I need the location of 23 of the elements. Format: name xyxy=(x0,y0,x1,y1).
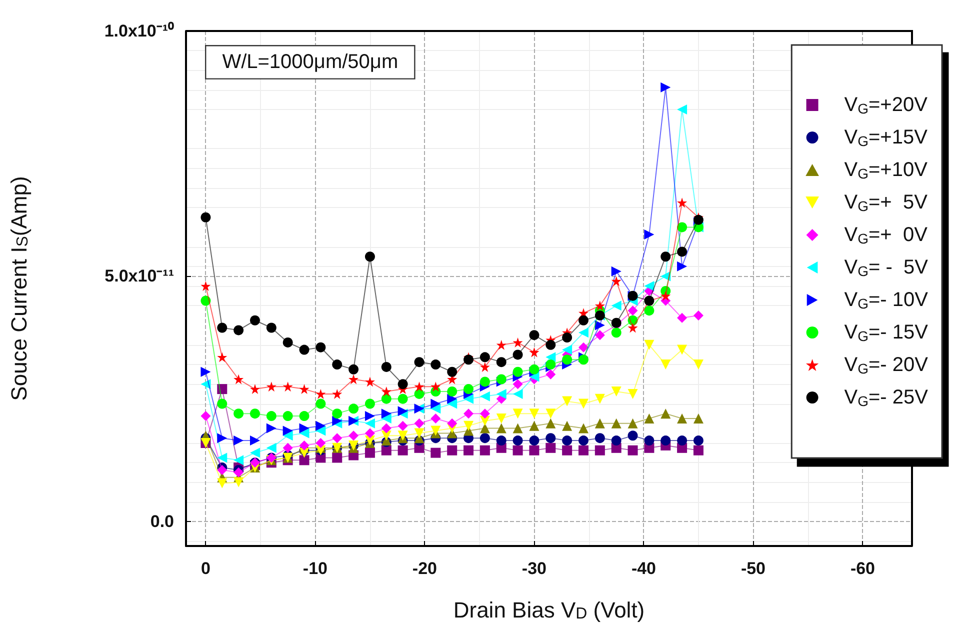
legend-label: VG=- 10V xyxy=(844,289,929,312)
legend-label: VG=- 15V xyxy=(844,322,929,344)
x-tick-label: -20 xyxy=(412,559,438,578)
y-tick-label: 0.0 xyxy=(150,512,174,531)
legend-label: VG=- 20V xyxy=(844,354,929,376)
x-tick-label: 0 xyxy=(200,559,210,578)
x-tick-label: -50 xyxy=(740,559,766,578)
legend-label: VG=+10V xyxy=(844,159,928,182)
y-tick-label: 5.0x10⁻¹¹ xyxy=(104,266,174,286)
x-axis-title: Drain Bias VD (Volt) xyxy=(453,598,645,622)
legend-label: VG=+ 0V xyxy=(844,224,928,246)
x-tick-label: -10 xyxy=(302,559,328,578)
x-tick-label: -60 xyxy=(850,559,876,578)
legend-label: VG=+15V xyxy=(844,126,928,149)
x-tick-label: -40 xyxy=(631,559,656,578)
legend-label: VG=- 25V xyxy=(844,386,929,409)
y-tick-label: 1.0x10⁻¹⁰ xyxy=(104,22,174,40)
annotation: W/L=1000μm/50μm xyxy=(222,51,398,74)
x-tick-label: -30 xyxy=(522,559,547,578)
legend-label: VG= - 5V xyxy=(844,256,929,279)
legend-label: VG=+20V xyxy=(844,94,928,116)
y-axis-title: Souce Current IS(Amp) xyxy=(6,176,32,401)
legend-label: VG=+ 5V xyxy=(844,192,928,214)
